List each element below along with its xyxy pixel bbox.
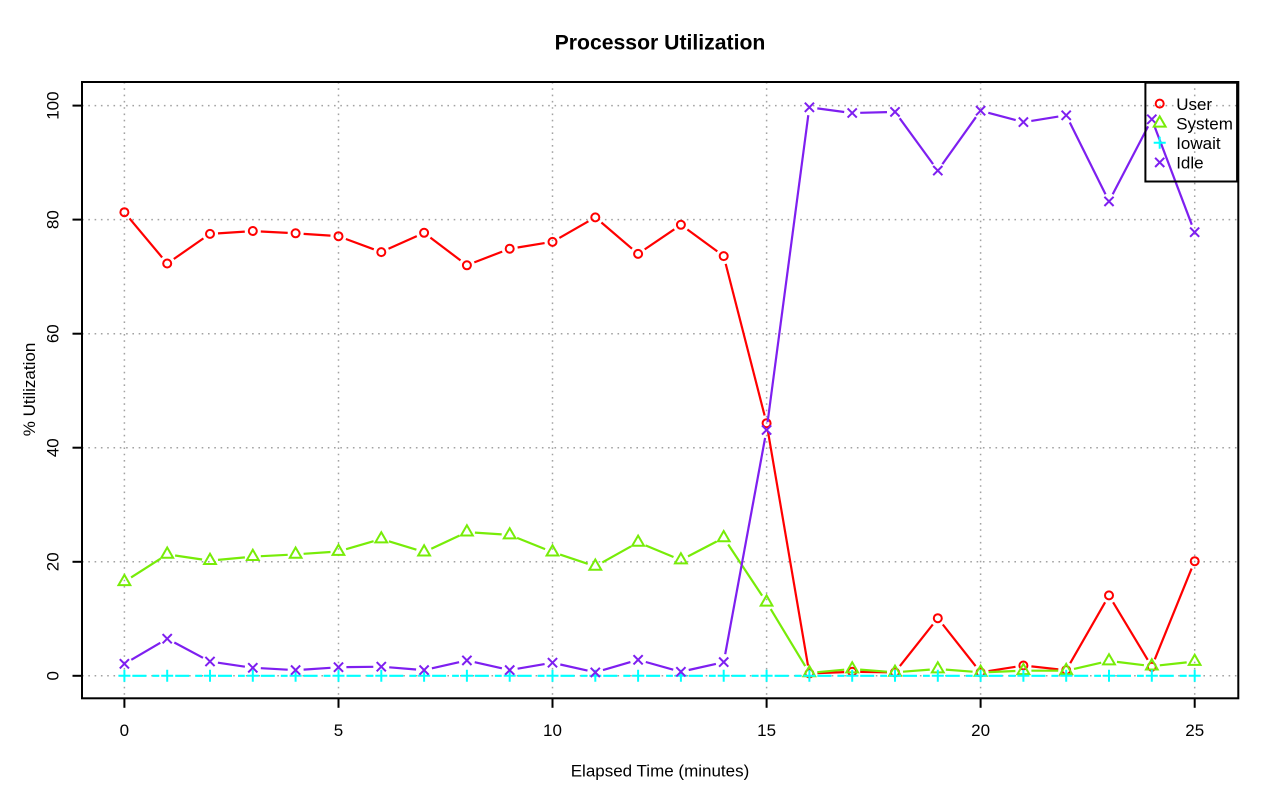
svg-text:40: 40 [44, 438, 63, 457]
svg-text:15: 15 [757, 721, 776, 740]
svg-text:Iowait: Iowait [1176, 134, 1221, 153]
svg-text:Processor Utilization: Processor Utilization [555, 32, 766, 55]
svg-text:% Utilization: % Utilization [20, 343, 39, 437]
svg-text:80: 80 [44, 210, 63, 229]
svg-text:Idle: Idle [1176, 154, 1203, 173]
svg-text:5: 5 [334, 721, 343, 740]
svg-text:20: 20 [971, 721, 990, 740]
svg-text:20: 20 [44, 552, 63, 571]
svg-text:100: 100 [44, 91, 63, 119]
svg-text:System: System [1176, 115, 1233, 134]
svg-text:0: 0 [120, 721, 129, 740]
svg-text:60: 60 [44, 324, 63, 343]
svg-text:10: 10 [543, 721, 562, 740]
svg-text:0: 0 [44, 671, 63, 680]
svg-text:Elapsed Time (minutes): Elapsed Time (minutes) [571, 762, 750, 781]
svg-text:User: User [1176, 95, 1212, 114]
svg-text:25: 25 [1185, 721, 1204, 740]
